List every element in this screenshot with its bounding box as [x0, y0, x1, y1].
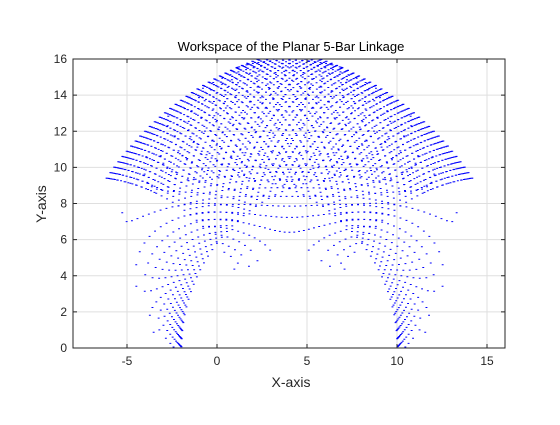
y-tick-label: 0: [60, 341, 67, 355]
x-tick-label: 0: [214, 354, 221, 368]
y-tick-label: 12: [54, 124, 68, 138]
x-tick-label: -5: [122, 354, 133, 368]
data-points: [105, 58, 474, 348]
tick-marks: -5 0 5 10 15 0 2 4 6 8 10 12 14 16: [54, 52, 505, 368]
y-axis-label: Y-axis: [33, 185, 49, 223]
y-tick-label: 4: [60, 269, 67, 283]
y-tick-label: 8: [60, 197, 67, 211]
y-tick-label: 2: [60, 305, 67, 319]
y-tick-label: 6: [60, 233, 67, 247]
x-tick-label: 5: [304, 354, 311, 368]
x-tick-label: 15: [480, 354, 494, 368]
x-axis-label: X-axis: [272, 374, 311, 390]
y-tick-label: 16: [54, 52, 68, 66]
chart-title: Workspace of the Planar 5-Bar Linkage: [178, 39, 405, 54]
y-tick-label: 14: [54, 88, 68, 102]
x-tick-label: 10: [390, 354, 404, 368]
workspace-points: [105, 58, 474, 348]
y-tick-label: 10: [54, 160, 68, 174]
